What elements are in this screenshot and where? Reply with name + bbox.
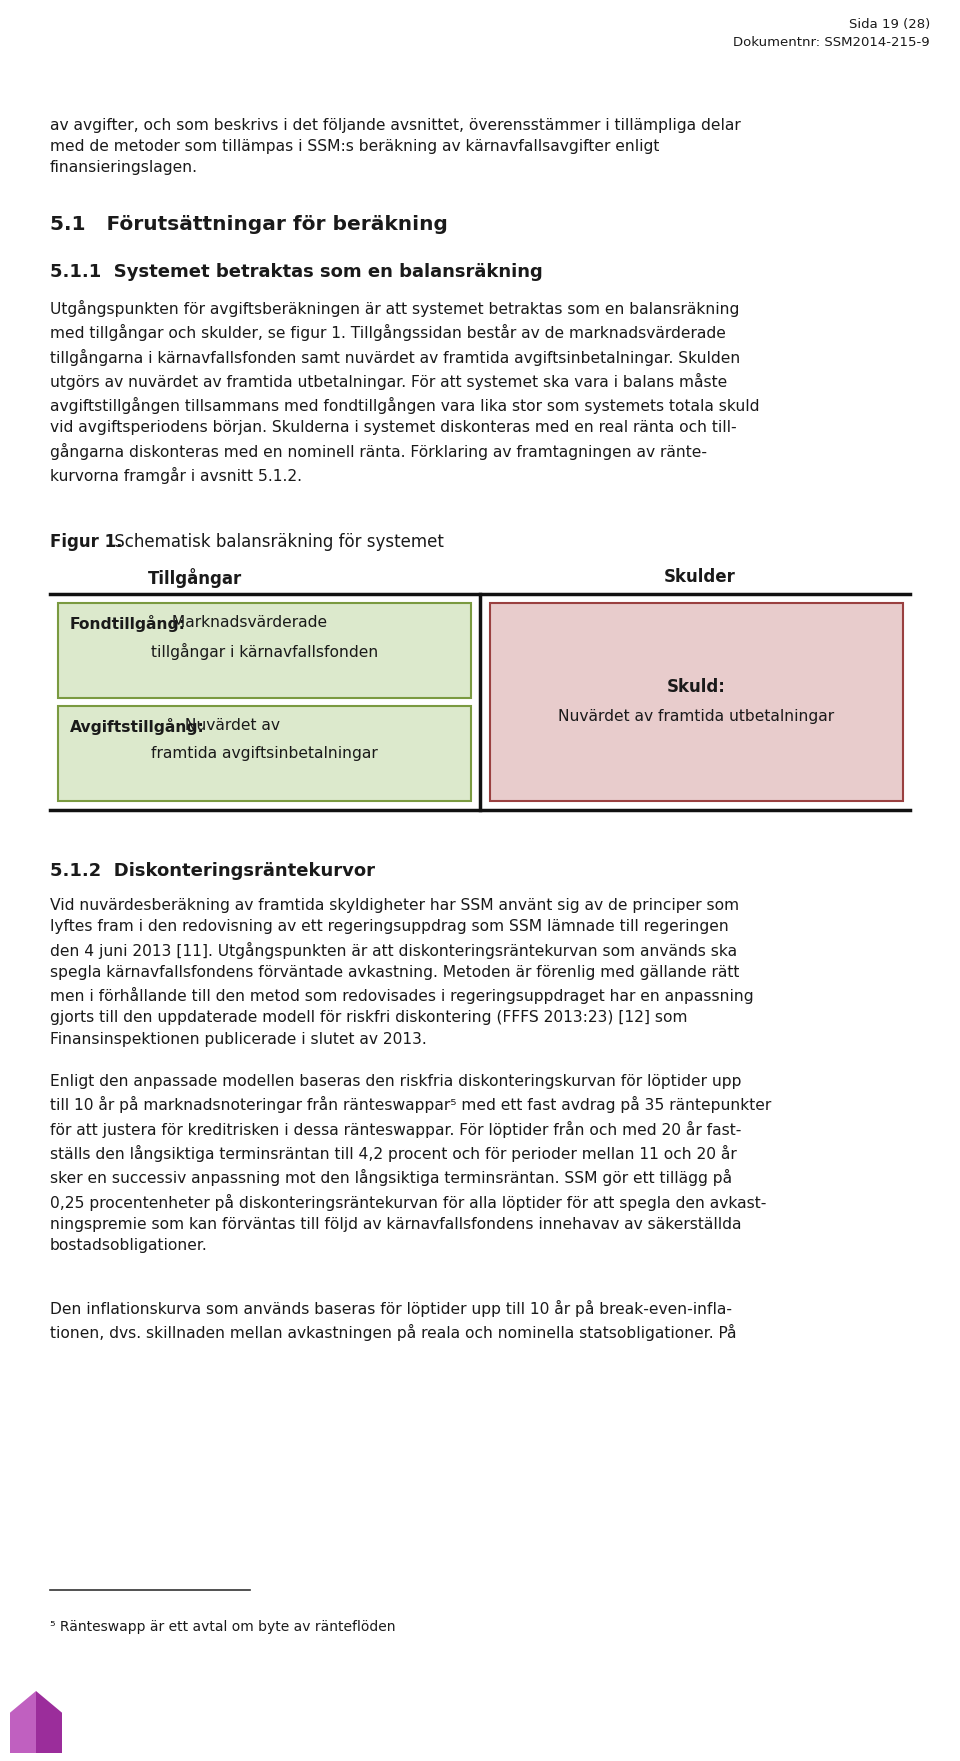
Text: Utgångspunkten för avgiftsberäkningen är att systemet betraktas som en balansräk: Utgångspunkten för avgiftsberäkningen är… (50, 299, 759, 484)
Text: Den inflationskurva som används baseras för löptider upp till 10 år på break-eve: Den inflationskurva som används baseras … (50, 1300, 736, 1342)
Text: Figur 1.: Figur 1. (50, 534, 123, 551)
Polygon shape (36, 1691, 62, 1752)
Text: Nuvärdet av: Nuvärdet av (180, 718, 280, 733)
Text: Schematisk balansräkning för systemet: Schematisk balansräkning för systemet (109, 534, 444, 551)
Text: Tillgångar: Tillgångar (148, 569, 242, 588)
Text: ⁵ Ränteswapp är ett avtal om byte av ränteflöden: ⁵ Ränteswapp är ett avtal om byte av rän… (50, 1620, 396, 1634)
FancyBboxPatch shape (58, 602, 471, 697)
Text: Nuvärdet av framtida utbetalningar: Nuvärdet av framtida utbetalningar (559, 710, 834, 724)
Text: 5.1   Förutsättningar för beräkning: 5.1 Förutsättningar för beräkning (50, 215, 448, 234)
Text: Avgiftstillgång:: Avgiftstillgång: (70, 718, 204, 734)
Text: Fondtillgång:: Fondtillgång: (70, 615, 186, 632)
Text: Enligt den anpassade modellen baseras den riskfria diskonteringskurvan för löpti: Enligt den anpassade modellen baseras de… (50, 1074, 771, 1254)
Text: Marknadsvärderade: Marknadsvärderade (167, 615, 327, 630)
FancyBboxPatch shape (490, 602, 903, 801)
Text: Sida 19 (28)
Dokumentnr: SSM2014-215-9: Sida 19 (28) Dokumentnr: SSM2014-215-9 (733, 18, 930, 49)
Text: 5.1.2  Diskonteringsräntekurvor: 5.1.2 Diskonteringsräntekurvor (50, 861, 375, 880)
Text: framtida avgiftsinbetalningar: framtida avgiftsinbetalningar (151, 747, 378, 761)
Text: Skulder: Skulder (664, 569, 736, 586)
Text: Skuld:: Skuld: (667, 678, 726, 696)
Text: av avgifter, och som beskrivs i det följande avsnittet, överensstämmer i tillämp: av avgifter, och som beskrivs i det följ… (50, 118, 741, 176)
Text: 5.1.1  Systemet betraktas som en balansräkning: 5.1.1 Systemet betraktas som en balansrä… (50, 262, 542, 282)
Text: tillgångar i kärnavfallsfonden: tillgångar i kärnavfallsfonden (151, 643, 378, 660)
Polygon shape (10, 1691, 36, 1752)
Text: Vid nuvärdesberäkning av framtida skyldigheter har SSM använt sig av de principe: Vid nuvärdesberäkning av framtida skyldi… (50, 898, 754, 1046)
FancyBboxPatch shape (58, 706, 471, 801)
